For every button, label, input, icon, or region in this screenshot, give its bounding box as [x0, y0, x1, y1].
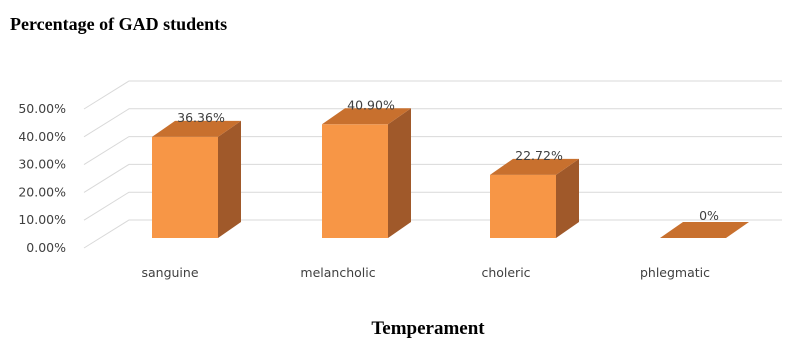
bar-phlegmatic [660, 222, 749, 238]
bar-side [556, 158, 579, 238]
bar-choleric [490, 158, 579, 238]
y-axis-ticks: 0.00% 10.00% 20.00% 30.00% 40.00% 50.00% [18, 101, 66, 255]
y-tick-label: 20.00% [18, 184, 66, 199]
bar-sanguine [152, 120, 241, 238]
bar-melancholic [322, 108, 411, 238]
bar-top [322, 108, 411, 125]
y-tick-label: 50.00% [18, 101, 66, 116]
gridline [83, 136, 782, 166]
bar-top [490, 158, 579, 175]
y-tick-label: 10.00% [18, 212, 66, 227]
category-label: melancholic [300, 265, 375, 280]
data-label: 0% [699, 208, 719, 223]
x-axis-categories: sanguine melancholic choleric phlegmatic [141, 265, 710, 280]
bar-front [490, 174, 556, 238]
bar-top [660, 222, 749, 238]
bar-side [218, 120, 241, 238]
bar-front [322, 124, 388, 238]
bars [152, 108, 749, 238]
bar-front [152, 136, 218, 238]
gridline [83, 80, 782, 110]
y-tick-label: 0.00% [26, 240, 66, 255]
data-label: 36.36% [177, 110, 225, 125]
x-axis-label: Temperament [371, 318, 485, 339]
category-label: choleric [481, 265, 530, 280]
category-label: phlegmatic [640, 265, 710, 280]
y-tick-label: 30.00% [18, 157, 66, 172]
bar-side [388, 108, 411, 238]
bar-top [152, 120, 241, 137]
category-label: sanguine [141, 265, 198, 280]
chart-title: Percentage of GAD students [10, 14, 227, 34]
data-labels: 36.36% 40.90% 22.72% 0% [177, 97, 719, 223]
data-label: 40.90% [347, 97, 395, 112]
y-tick-label: 40.00% [18, 129, 66, 144]
data-label: 22.72% [515, 148, 563, 163]
gridline [83, 108, 782, 138]
